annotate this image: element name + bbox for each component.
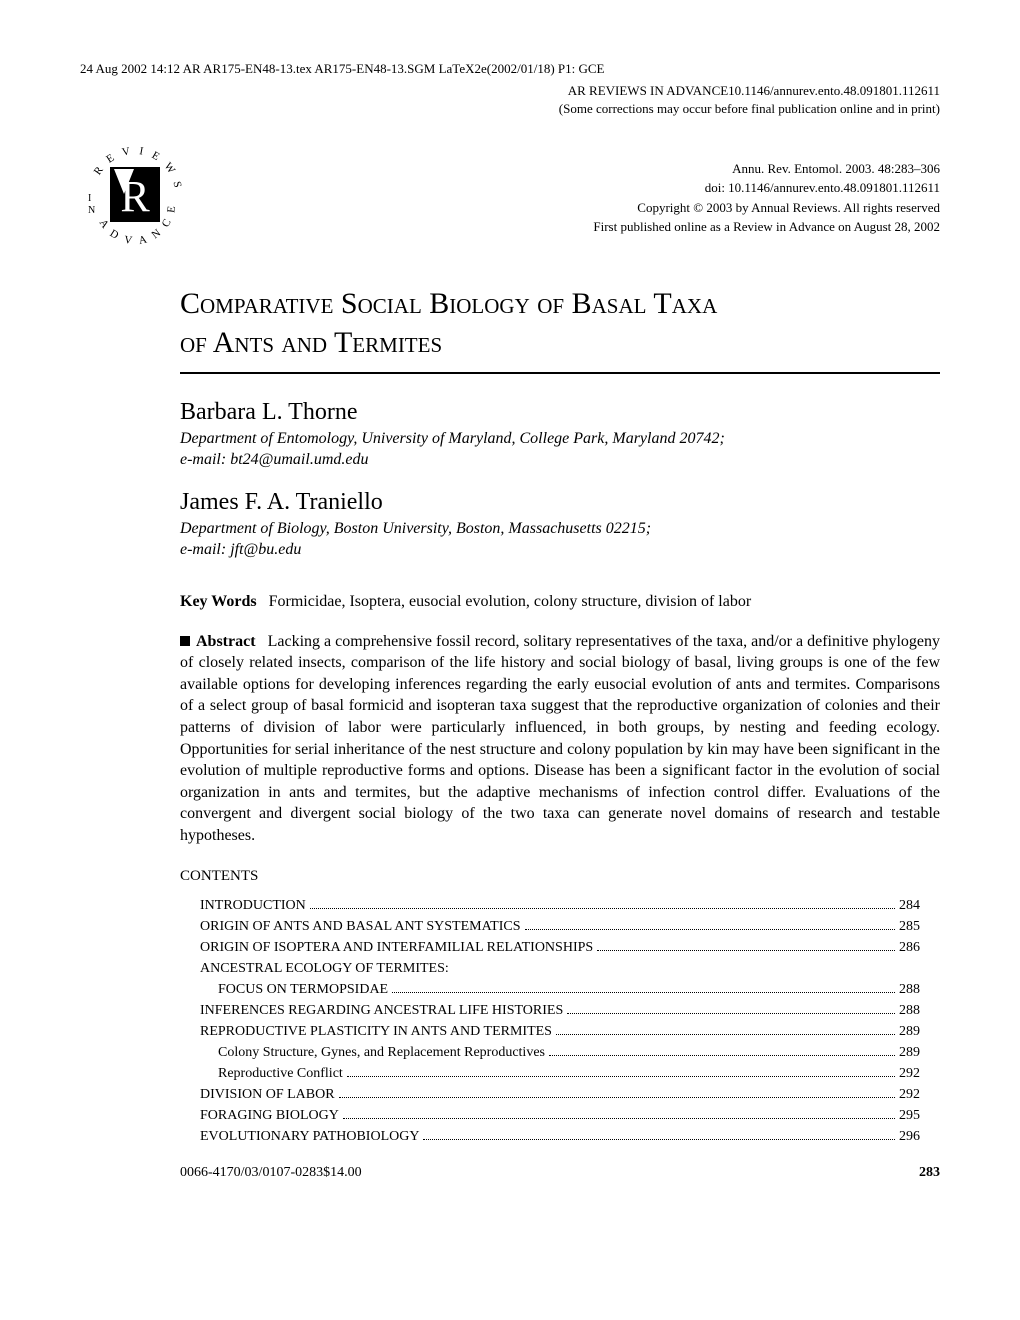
toc-row: FOCUS ON TERMOPSIDAE 288 bbox=[200, 979, 920, 1000]
keywords-text: Formicidae, Isoptera, eusocial evolution… bbox=[269, 593, 752, 610]
toc-label: Colony Structure, Gynes, and Replacement… bbox=[218, 1042, 545, 1063]
toc-label: FORAGING BIOLOGY bbox=[200, 1105, 339, 1126]
author-2-affil-2: e-mail: jft@bu.edu bbox=[180, 541, 301, 558]
svg-text:I: I bbox=[88, 193, 91, 204]
toc-row: DIVISION OF LABOR 292 bbox=[200, 1084, 920, 1105]
toc-page: 288 bbox=[899, 979, 920, 1000]
toc-dots bbox=[343, 1117, 895, 1119]
abstract: Abstract Lacking a comprehensive fossil … bbox=[180, 631, 940, 847]
toc-page: 289 bbox=[899, 1042, 920, 1063]
toc-row: INTRODUCTION 284 bbox=[200, 895, 920, 916]
toc-label: REPRODUCTIVE PLASTICITY IN ANTS AND TERM… bbox=[200, 1021, 552, 1042]
toc-row: EVOLUTIONARY PATHOBIOLOGY 296 bbox=[200, 1126, 920, 1147]
footer-left: 0066-4170/03/0107-0283$14.00 bbox=[180, 1165, 362, 1181]
header-line-3: (Some corrections may occur before final… bbox=[80, 100, 940, 118]
toc-label: ORIGIN OF ISOPTERA AND INTERFAMILIAL REL… bbox=[200, 937, 593, 958]
author-1-affil-2: e-mail: bt24@umail.umd.edu bbox=[180, 451, 368, 468]
title-line-1: Comparative Social Biology of Basal Taxa bbox=[180, 287, 717, 320]
citation-line-1: Annu. Rev. Entomol. 2003. 48:283–306 bbox=[190, 159, 940, 179]
header-line-2: AR REVIEWS IN ADVANCE10.1146/annurev.ent… bbox=[80, 82, 940, 100]
toc-row: ANCESTRAL ECOLOGY OF TERMITES: bbox=[200, 958, 920, 979]
toc-page: 285 bbox=[899, 916, 920, 937]
toc-row: ORIGIN OF ISOPTERA AND INTERFAMILIAL REL… bbox=[200, 937, 920, 958]
annual-reviews-logo: R E V I E W S A D V A N C E I N R bbox=[80, 139, 190, 249]
toc-dots bbox=[556, 1033, 895, 1035]
contents-heading: CONTENTS bbox=[180, 868, 940, 885]
toc-dots bbox=[392, 991, 895, 993]
toc-page: 292 bbox=[899, 1084, 920, 1105]
toc-page: 288 bbox=[899, 1000, 920, 1021]
toc-row: Reproductive Conflict 292 bbox=[200, 1063, 920, 1084]
toc-page: 284 bbox=[899, 895, 920, 916]
toc-label: INFERENCES REGARDING ANCESTRAL LIFE HIST… bbox=[200, 1000, 563, 1021]
toc-page: 286 bbox=[899, 937, 920, 958]
toc-dots bbox=[347, 1075, 895, 1077]
toc-dots bbox=[525, 928, 896, 930]
toc-label: INTRODUCTION bbox=[200, 895, 306, 916]
toc-label: FOCUS ON TERMOPSIDAE bbox=[218, 979, 388, 1000]
toc-dots bbox=[310, 907, 895, 909]
toc-label: Reproductive Conflict bbox=[218, 1063, 343, 1084]
title-line-2: of Ants and Termites bbox=[180, 326, 442, 359]
toc-row: ORIGIN OF ANTS AND BASAL ANT SYSTEMATICS… bbox=[200, 916, 920, 937]
toc-dots bbox=[597, 949, 895, 951]
toc-label: DIVISION OF LABOR bbox=[200, 1084, 335, 1105]
toc-page: 289 bbox=[899, 1021, 920, 1042]
toc-label: ANCESTRAL ECOLOGY OF TERMITES: bbox=[200, 958, 449, 979]
header-line-1: 24 Aug 2002 14:12 AR AR175-EN48-13.tex A… bbox=[80, 60, 940, 78]
article-title: Comparative Social Biology of Basal Taxa… bbox=[180, 284, 940, 374]
citation-line-4: First published online as a Review in Ad… bbox=[190, 217, 940, 237]
svg-text:N: N bbox=[88, 205, 95, 216]
toc-label: EVOLUTIONARY PATHOBIOLOGY bbox=[200, 1126, 419, 1147]
toc-dots bbox=[423, 1138, 895, 1140]
table-of-contents: INTRODUCTION 284ORIGIN OF ANTS AND BASAL… bbox=[200, 895, 920, 1147]
toc-page: 292 bbox=[899, 1063, 920, 1084]
square-bullet-icon bbox=[180, 636, 190, 646]
keywords-label: Key Words bbox=[180, 593, 257, 610]
citation-line-2: doi: 10.1146/annurev.ento.48.091801.1126… bbox=[190, 178, 940, 198]
author-1-affil-1: Department of Entomology, University of … bbox=[180, 430, 725, 447]
toc-row: REPRODUCTIVE PLASTICITY IN ANTS AND TERM… bbox=[200, 1021, 920, 1042]
toc-page: 295 bbox=[899, 1105, 920, 1126]
citation-line-3: Copyright © 2003 by Annual Reviews. All … bbox=[190, 198, 940, 218]
toc-label: ORIGIN OF ANTS AND BASAL ANT SYSTEMATICS bbox=[200, 916, 521, 937]
toc-page: 296 bbox=[899, 1126, 920, 1147]
toc-dots bbox=[339, 1096, 895, 1098]
keywords: Key Words Formicidae, Isoptera, eusocial… bbox=[180, 591, 940, 613]
toc-dots bbox=[549, 1054, 895, 1056]
toc-row: INFERENCES REGARDING ANCESTRAL LIFE HIST… bbox=[200, 1000, 920, 1021]
author-2-affil-1: Department of Biology, Boston University… bbox=[180, 520, 651, 537]
toc-dots bbox=[567, 1012, 895, 1014]
abstract-text: Lacking a comprehensive fossil record, s… bbox=[180, 633, 940, 844]
toc-row: Colony Structure, Gynes, and Replacement… bbox=[200, 1042, 920, 1063]
author-1-name: Barbara L. Thorne bbox=[180, 399, 940, 426]
abstract-label: Abstract bbox=[196, 633, 256, 650]
author-2-name: James F. A. Traniello bbox=[180, 489, 940, 516]
toc-row: FORAGING BIOLOGY 295 bbox=[200, 1105, 920, 1126]
page-number: 283 bbox=[919, 1165, 940, 1181]
